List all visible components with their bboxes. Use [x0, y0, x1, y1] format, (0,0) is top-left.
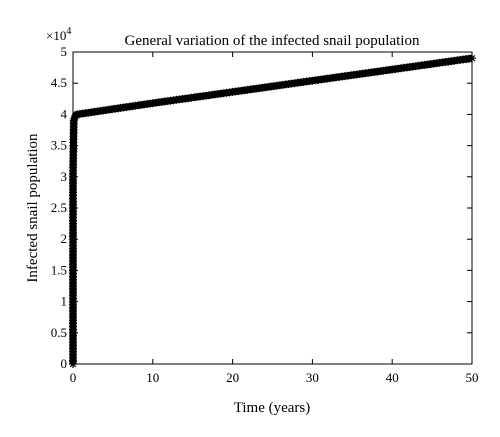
y-axis: 0 0.5 1 1.5 2 2.5 3 3.5 4 4.5 5 [51, 44, 472, 371]
series-marker [468, 54, 476, 63]
y-multiplier-base: ×10 [46, 28, 66, 43]
y-tick-label: 3 [61, 169, 68, 184]
plot-area [72, 51, 473, 365]
y-tick-label: 5 [61, 44, 68, 59]
x-tick-label: 50 [466, 370, 479, 385]
y-tick-label: 0.5 [51, 325, 67, 340]
y-multiplier: ×104 [46, 26, 71, 43]
x-tick-label: 10 [146, 370, 159, 385]
y-tick-label: 2 [61, 231, 68, 246]
y-tick-label: 0 [61, 356, 68, 371]
y-tick-label: 3.5 [51, 138, 67, 153]
x-tick-label: 0 [70, 370, 77, 385]
x-axis: 0 10 20 30 40 50 [70, 52, 479, 385]
y-axis-label: Infected snail population [25, 133, 41, 283]
series-marker [70, 114, 79, 123]
y-tick-label: 1.5 [51, 262, 67, 277]
y-tick-label: 2.5 [51, 200, 67, 215]
x-axis-label: Time (years) [234, 400, 311, 416]
y-tick-label: 4.5 [51, 75, 67, 90]
x-tick-label: 30 [306, 370, 319, 385]
x-tick-label: 40 [386, 370, 399, 385]
chart-title: General variation of the infected snail … [125, 33, 420, 49]
y-tick-label: 4 [61, 106, 68, 121]
x-tick-label: 20 [226, 370, 239, 385]
y-tick-label: 1 [61, 294, 68, 309]
y-multiplier-exponent: 4 [66, 26, 71, 37]
series-marker [69, 116, 78, 125]
